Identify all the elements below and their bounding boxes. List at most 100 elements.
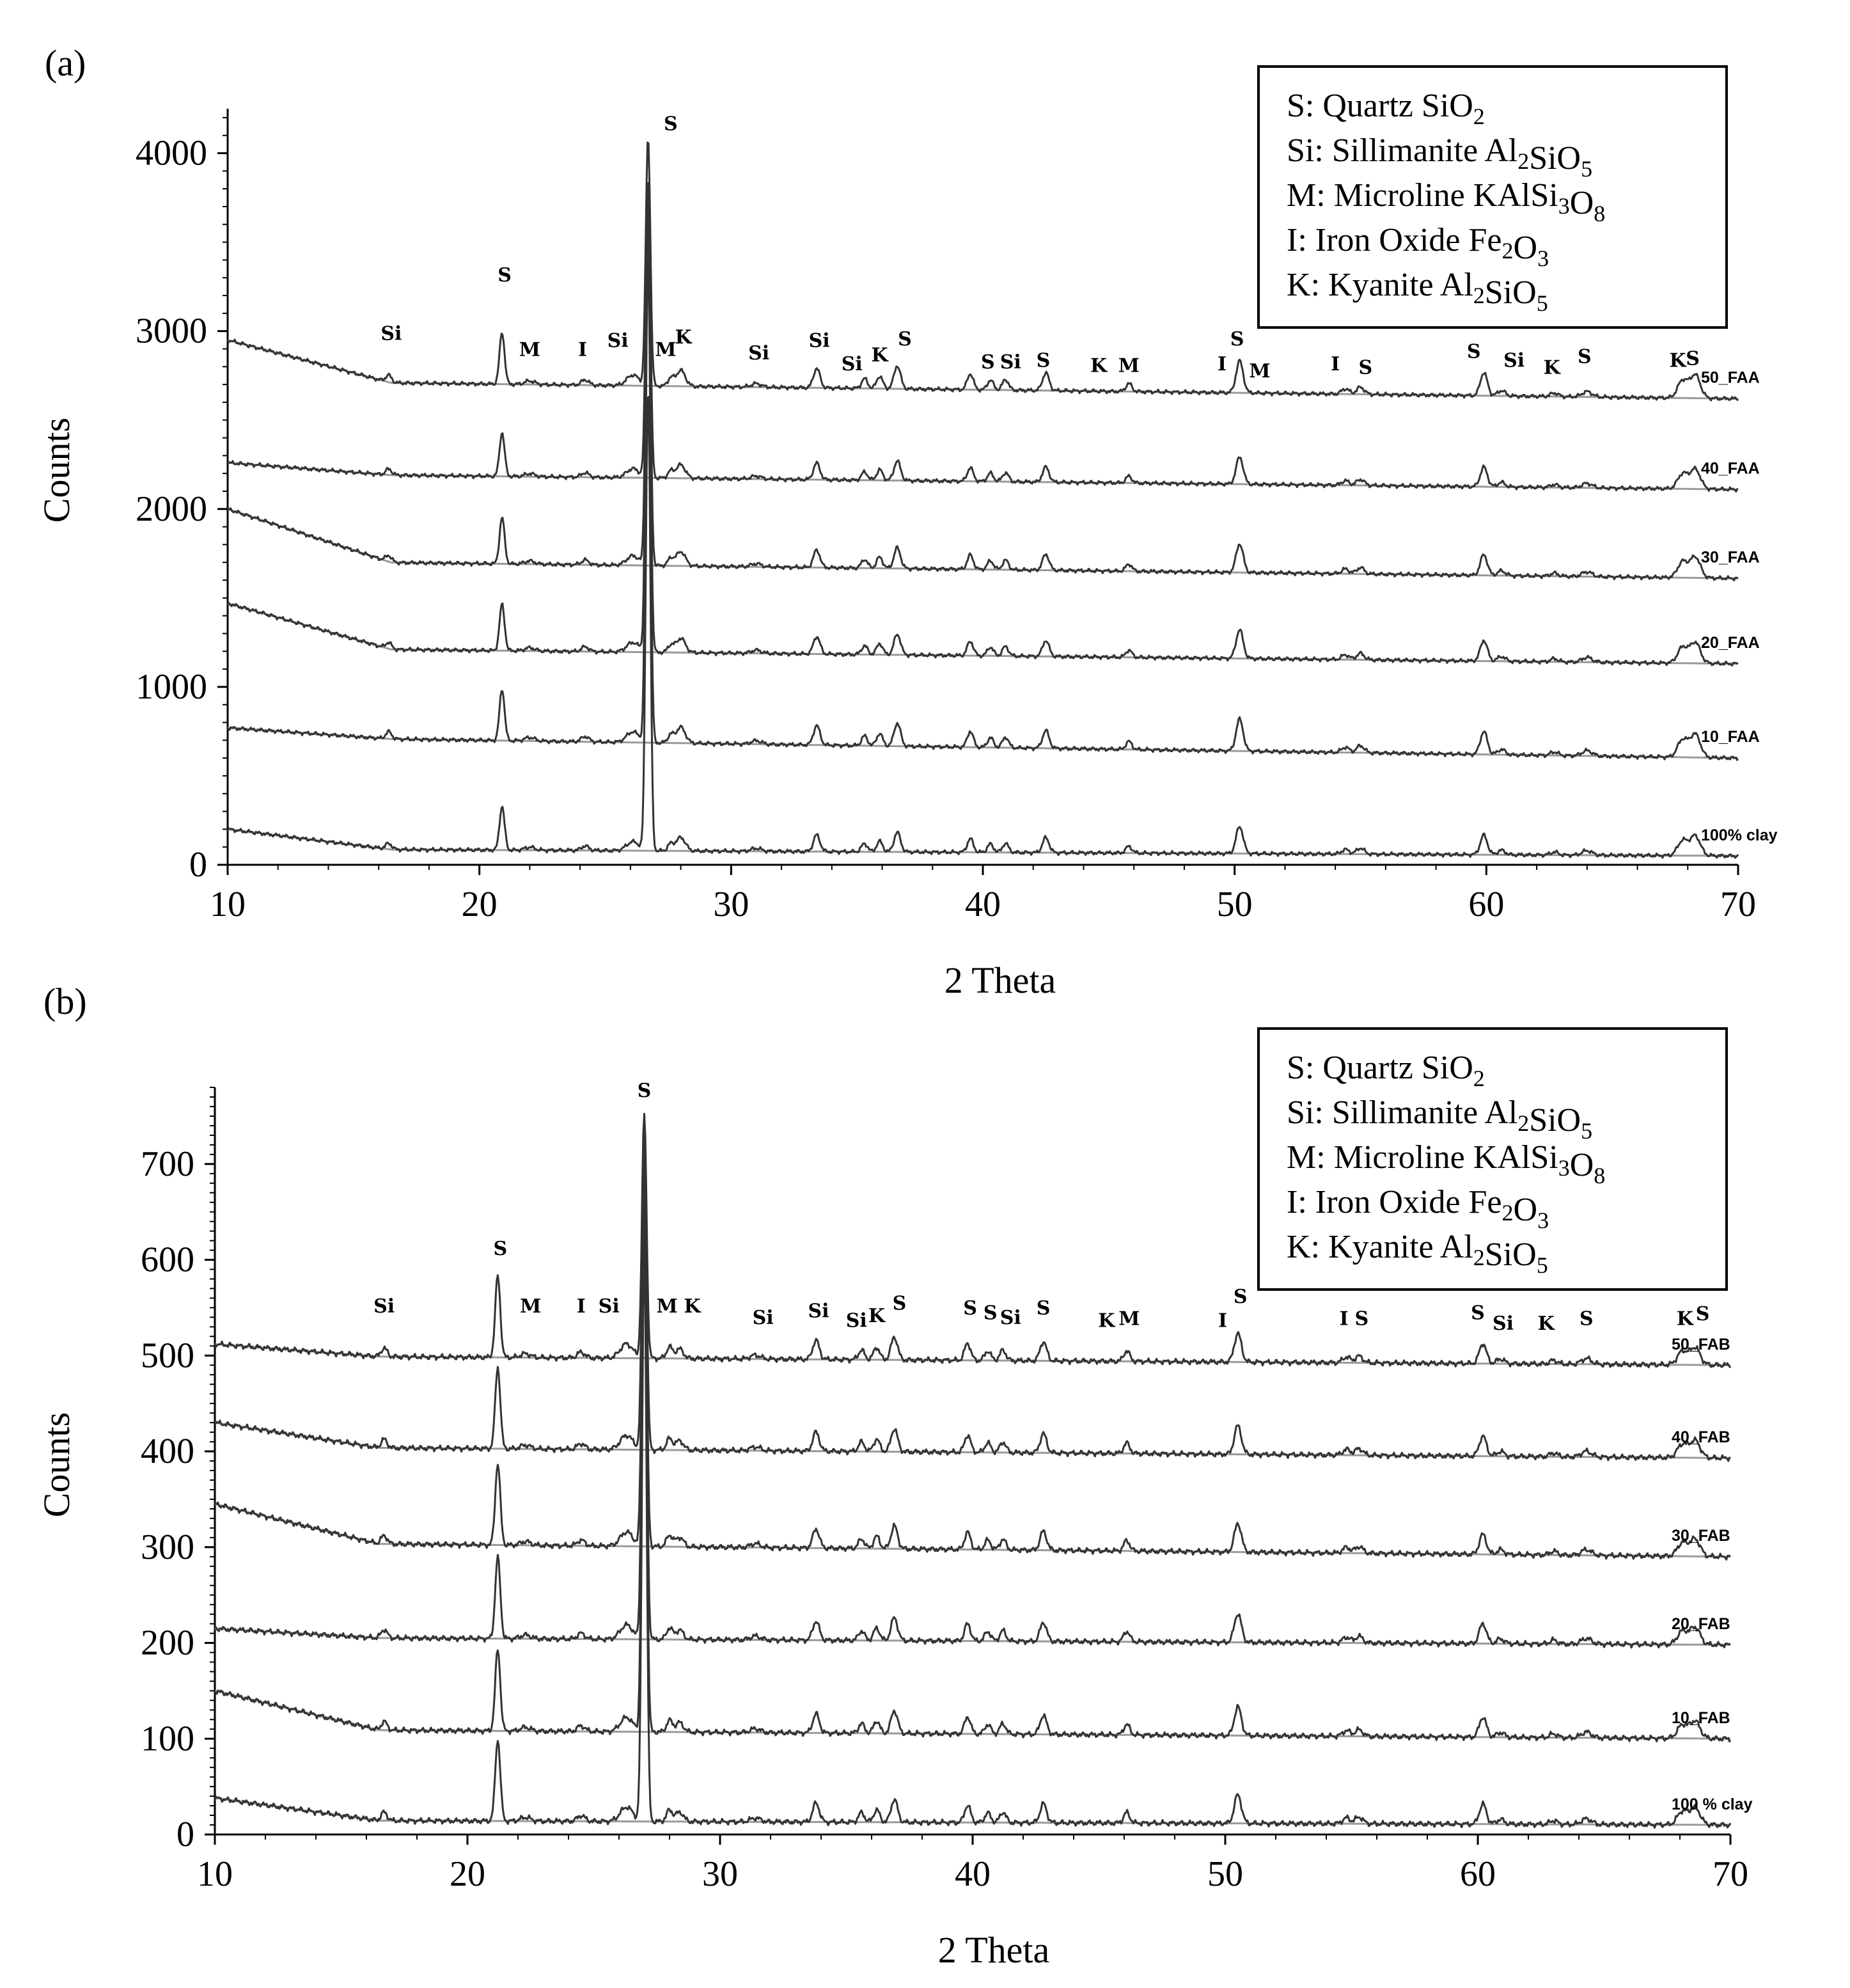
- panel-b-x-tick-label: 40: [955, 1854, 991, 1894]
- panel-b-x-tick-label: 70: [1713, 1854, 1748, 1894]
- panel-a-series-0: [226, 141, 1739, 402]
- panel-a-y-tick-label: 0: [189, 845, 207, 885]
- legend-formula-part: SiO: [1529, 1102, 1581, 1139]
- panel-a-series-label: 50_FAA: [1701, 369, 1760, 387]
- panel-a-peak-annotation: Si: [1503, 349, 1525, 372]
- legend-name: Quartz: [1322, 88, 1413, 124]
- panel-a-series-label: 20_FAA: [1701, 634, 1760, 652]
- panel-b-series-label: 10_FAB: [1672, 1709, 1730, 1727]
- panel-b-peak-annotation: Si: [1000, 1307, 1021, 1329]
- panel-b-peak-annotation: S: [1037, 1297, 1051, 1320]
- legend-space: [1434, 1229, 1440, 1265]
- legend-separator: :: [1316, 177, 1333, 214]
- panel-b-y-tick-label: 300: [141, 1527, 194, 1567]
- panel-b-peak-annotation: K: [1098, 1309, 1115, 1332]
- panel-b-chart: (b) Counts 2 Theta 0 100 200 300 400 500 600 70…: [36, 981, 1753, 1971]
- legend-formula-subscript: 2: [1473, 104, 1485, 129]
- legend-formula-part: Si: [1422, 88, 1449, 124]
- panel-b-peak-annotation: K: [868, 1305, 886, 1327]
- panel-b-peak-annotation: Si: [1493, 1313, 1514, 1335]
- legend-space: [1478, 132, 1484, 169]
- panel-a-peak-annotation: Si: [1000, 351, 1021, 374]
- panel-b-peak-annotation: Si: [753, 1307, 774, 1329]
- legend-code: M: [1287, 1139, 1316, 1176]
- legend-code: S: [1287, 88, 1305, 124]
- panel-b-plot-area: 0 100 200 300 400 500 600 700 10 20 30 40 50 60 70 50_F…: [141, 1080, 1753, 1894]
- panel-b-y-tick-label: 600: [141, 1240, 194, 1280]
- legend-formula-part: SiO: [1485, 1236, 1537, 1273]
- panel-a-peak-annotation: Si: [842, 353, 863, 375]
- panel-a-series-1: [227, 182, 1739, 493]
- panel-b-x-tick-label: 30: [702, 1854, 738, 1894]
- legend-formula-subscript: 2: [1517, 1110, 1529, 1136]
- panel-b-peak-annotation: I: [1340, 1307, 1349, 1330]
- panel-a-x-tick-label: 40: [965, 885, 1001, 924]
- panel-a-x-tick-label: 30: [713, 885, 749, 924]
- legend-formula-subscript: 8: [1594, 201, 1605, 226]
- panel-b-y-tick-label: 400: [141, 1432, 194, 1471]
- legend-formula-subscript: 2: [1473, 1066, 1485, 1091]
- legend-separator: :: [1314, 132, 1331, 169]
- legend-formula-part: SiO: [1485, 274, 1537, 311]
- legend-space: [1413, 88, 1422, 124]
- panel-b-legend-entry: M: Microline KAlSi3O8: [1287, 1139, 1605, 1188]
- panel-b-peak-annotation: S: [1580, 1307, 1594, 1330]
- panel-b-peak-annotation: I: [577, 1295, 586, 1318]
- panel-b-legend-entry: Si: Sillimanite Al2SiO5: [1287, 1094, 1592, 1144]
- panel-a-legend-box: [1257, 65, 1728, 329]
- panel-b-x-tick-label: 10: [197, 1854, 233, 1894]
- panel-b-x-tick-label: 50: [1207, 1854, 1243, 1894]
- panel-b-y-tick-label: 0: [176, 1815, 194, 1854]
- panel-b-baseline-4: [214, 1689, 1731, 1740]
- panel-b-peak-annotation: M: [1118, 1307, 1140, 1330]
- panel-b-peak-annotation: S: [494, 1238, 508, 1260]
- panel-a-peak-annotation: I: [578, 339, 587, 361]
- legend-space: [1413, 1050, 1422, 1086]
- panel-a-peak-annotation: Si: [809, 330, 830, 352]
- legend-name: Microline: [1334, 1139, 1465, 1176]
- panel-b-series-2: [214, 1149, 1731, 1561]
- panel-b-peak-annotation: S: [984, 1302, 998, 1324]
- legend-separator: :: [1305, 88, 1322, 124]
- legend-formula-subscript: 5: [1581, 156, 1592, 182]
- legend-formula-part: O: [1514, 1192, 1538, 1228]
- panel-a-series-label: 40_FAA: [1701, 459, 1760, 477]
- legend-formula-part: Si: [1422, 1050, 1449, 1086]
- panel-a-peak-annotation: S: [1037, 349, 1051, 372]
- legend-code: Si: [1287, 1094, 1314, 1131]
- panel-b-legend-box: [1257, 1027, 1728, 1291]
- panel-a-y-tick-label: 1000: [136, 667, 207, 707]
- panel-b-y-tick-label: 100: [141, 1719, 194, 1758]
- legend-separator: :: [1311, 1229, 1328, 1265]
- legend-formula-part: O: [1570, 185, 1594, 221]
- legend-formula-part: Al: [1440, 1229, 1473, 1265]
- panel-a-peak-annotation: S: [664, 113, 678, 135]
- panel-a-legend-entry: K: Kyanite Al2SiO5: [1287, 267, 1548, 316]
- panel-a-peak-annotation: M: [1249, 360, 1270, 383]
- panel-a-y-tick-label: 2000: [136, 489, 207, 529]
- panel-b-peak-annotation: K: [1677, 1307, 1694, 1330]
- legend-formula-part: SiO: [1529, 140, 1581, 177]
- legend-formula-subscript: 3: [1558, 193, 1570, 219]
- panel-a-x-tick-label: 10: [210, 885, 246, 924]
- panel-a-legend-entry: Si: Sillimanite Al2SiO5: [1287, 132, 1592, 182]
- panel-a-x-axis-label: 2 Theta: [945, 959, 1056, 1001]
- panel-a-y-tick-label: 3000: [136, 312, 207, 351]
- panel-b-series-1: [214, 1128, 1731, 1462]
- legend-formula-part: O: [1514, 230, 1538, 266]
- legend-formula-subscript: 2: [1473, 1245, 1485, 1270]
- panel-b-peak-annotation: S: [1234, 1286, 1248, 1308]
- legend-name: Sillimanite: [1332, 1094, 1478, 1131]
- legend-code: Si: [1287, 132, 1314, 169]
- panel-a-peak-annotation: M: [1118, 355, 1140, 377]
- legend-formula-part: O: [1449, 1050, 1473, 1086]
- legend-name: Microline: [1334, 177, 1465, 214]
- panel-b-peak-annotation: S: [1354, 1307, 1368, 1330]
- panel-b-series-label: 50_FAB: [1672, 1336, 1730, 1353]
- panel-b-peak-annotation: K: [1538, 1313, 1555, 1335]
- legend-code: K: [1287, 267, 1311, 303]
- panel-b-y-tick-label: 500: [141, 1336, 194, 1375]
- panel-b-peak-annotation: S: [1696, 1303, 1710, 1325]
- panel-b-y-tick-label: 200: [141, 1623, 194, 1663]
- panel-b-peak-annotation: K: [684, 1295, 702, 1318]
